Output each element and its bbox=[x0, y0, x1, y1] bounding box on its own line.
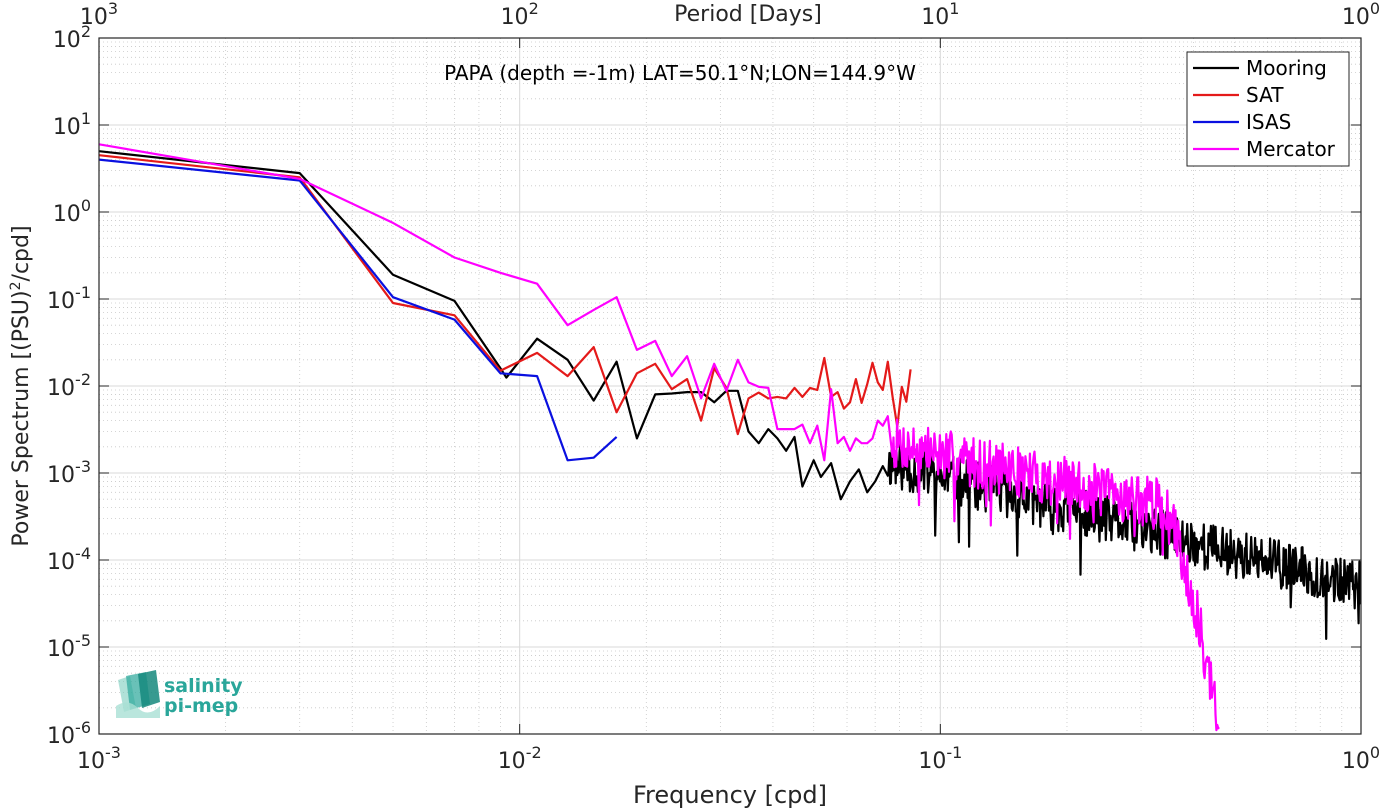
top-tick-label: 102 bbox=[501, 0, 539, 30]
legend-box bbox=[1186, 51, 1350, 167]
top-tick-label: 100 bbox=[1342, 0, 1380, 30]
legend-label-mercator: Mercator bbox=[1246, 137, 1336, 161]
legend-label-isas: ISAS bbox=[1246, 110, 1291, 134]
series-line-isas bbox=[99, 158, 618, 462]
series-layer bbox=[99, 143, 1361, 732]
legend: Mooring SAT ISAS Mercator bbox=[1186, 51, 1350, 167]
y-tick-label: 102 bbox=[53, 22, 91, 53]
y-tick-label: 10-2 bbox=[47, 370, 91, 401]
top-axis-title: Period [Days] bbox=[674, 2, 822, 27]
x-axis-title: Frequency [cpd] bbox=[633, 781, 827, 809]
logo-line1: salinity bbox=[164, 675, 243, 697]
plot-frame bbox=[98, 37, 1362, 735]
y-tick-label: 10-5 bbox=[47, 631, 91, 662]
y-tick-label: 101 bbox=[53, 109, 91, 140]
chart-title: PAPA (depth =-1m) LAT=50.1°N;LON=144.9°W bbox=[444, 61, 916, 85]
y-tick-label: 10-3 bbox=[47, 457, 91, 488]
series-line-sat bbox=[99, 154, 912, 436]
legend-label-sat: SAT bbox=[1246, 83, 1284, 107]
x-tick-label: 10-1 bbox=[918, 743, 962, 774]
legend-label-mooring: Mooring bbox=[1246, 56, 1327, 80]
y-tick-label: 10-1 bbox=[47, 283, 91, 314]
y-tick-label: 100 bbox=[53, 196, 91, 227]
logo-line2: pi-mep bbox=[164, 695, 238, 717]
logo: salinity pi-mep bbox=[116, 670, 243, 718]
y-tick-label: 10-4 bbox=[47, 544, 91, 575]
top-tick-label: 101 bbox=[921, 0, 959, 30]
top-tick-label: 103 bbox=[80, 0, 118, 30]
x-tick-label: 10-3 bbox=[77, 743, 121, 774]
series-line-mooring bbox=[99, 150, 1361, 640]
series-line-mercator bbox=[99, 143, 1220, 732]
y-tick-label: 10-6 bbox=[47, 718, 91, 749]
x-tick-label: 10-2 bbox=[498, 743, 542, 774]
y-axis-title: Power Spectrum [(PSU)2/cpd] bbox=[8, 225, 34, 546]
x-tick-label: 100 bbox=[1342, 743, 1380, 774]
